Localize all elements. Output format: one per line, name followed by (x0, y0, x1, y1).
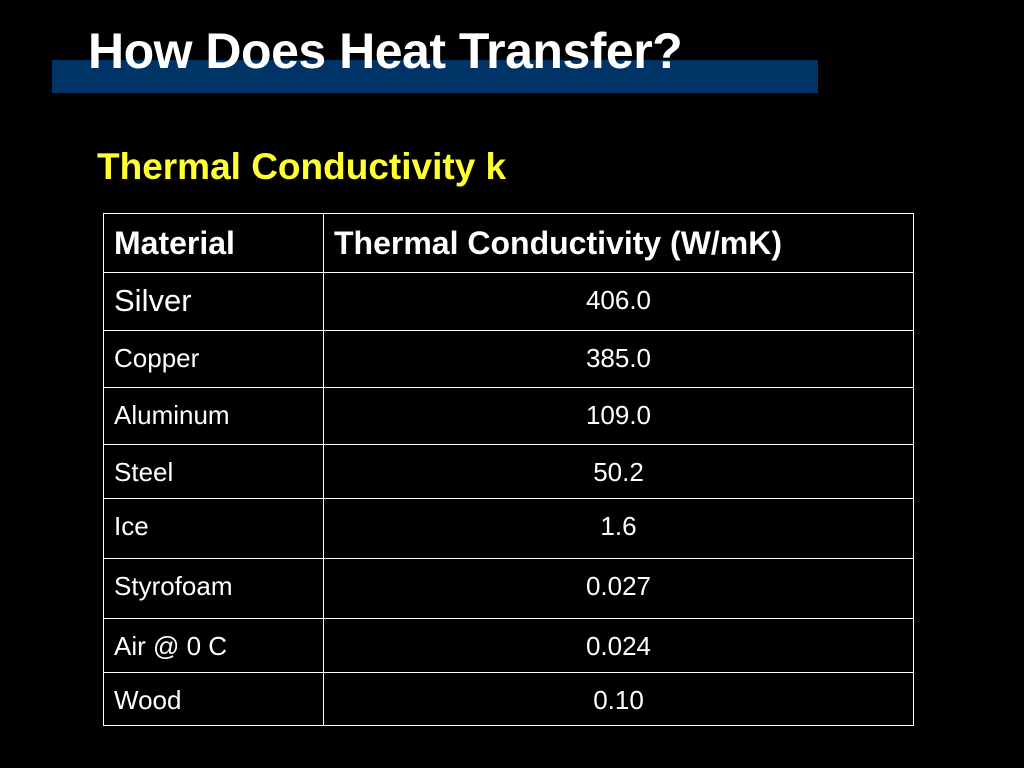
material-cell: Air @ 0 C (103, 618, 324, 673)
material-cell: Copper (103, 330, 324, 388)
conductivity-cell: 385.0 (323, 330, 914, 388)
table-row: Air @ 0 C 0.024 (103, 618, 914, 673)
table-row: Silver 406.0 (103, 272, 914, 331)
conductivity-cell: 0.10 (323, 672, 914, 726)
material-cell: Aluminum (103, 387, 324, 445)
material-cell: Steel (103, 444, 324, 499)
table-row: Aluminum 109.0 (103, 387, 914, 445)
conductivity-table: Material Thermal Conductivity (W/mK) Silve… (103, 213, 914, 726)
table-row: Steel 50.2 (103, 444, 914, 499)
material-cell: Ice (103, 498, 324, 559)
column-header: Material (103, 213, 324, 273)
title-bar (52, 60, 818, 93)
table-row: Copper 385.0 (103, 330, 914, 388)
material-cell: Silver (103, 272, 324, 331)
conductivity-cell: 0.027 (323, 558, 914, 619)
material-cell: Styrofoam (103, 558, 324, 619)
conductivity-cell: 1.6 (323, 498, 914, 559)
material-cell: Wood (103, 672, 324, 726)
table-row: Wood 0.10 (103, 672, 914, 726)
subtitle: Thermal Conductivity k (97, 146, 507, 187)
table-row: Ice 1.6 (103, 498, 914, 559)
column-header: Thermal Conductivity (W/mK) (323, 213, 914, 273)
title: How Does Heat Transfer? (88, 23, 683, 79)
conductivity-cell: 406.0 (323, 272, 914, 331)
conductivity-cell: 0.024 (323, 618, 914, 673)
header-row: Material Thermal Conductivity (W/mK) (103, 213, 914, 273)
table-row: Styrofoam 0.027 (103, 558, 914, 619)
conductivity-cell: 109.0 (323, 387, 914, 445)
conductivity-cell: 50.2 (323, 444, 914, 499)
